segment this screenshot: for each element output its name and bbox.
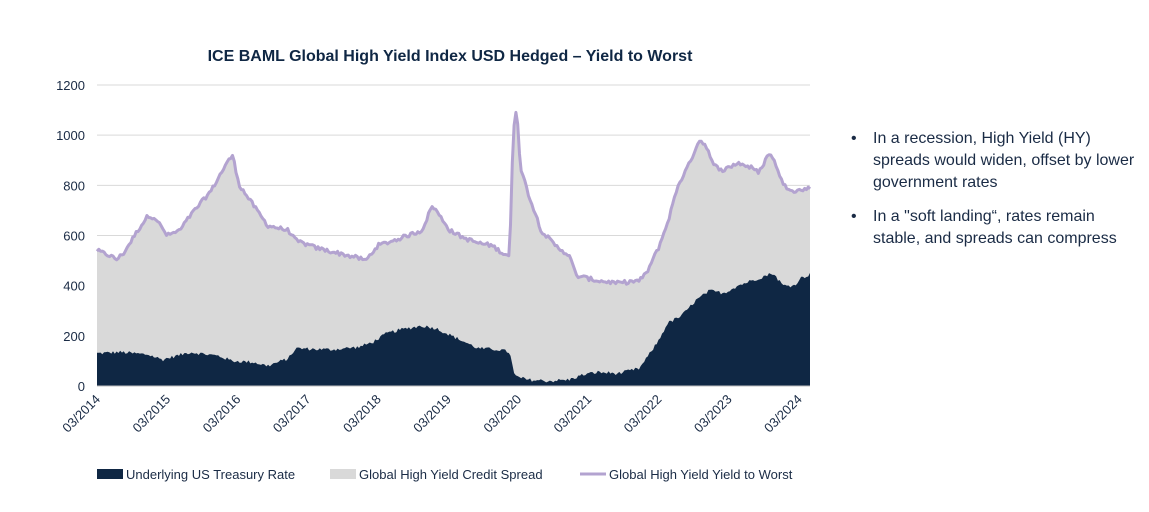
- y-tick-label: 200: [63, 329, 85, 344]
- x-tick-label: 03/2021: [551, 392, 595, 436]
- x-tick-label: 03/2015: [129, 392, 173, 436]
- legend-label: Global High Yield Yield to Worst: [609, 467, 793, 482]
- x-axis: 03/2014 03/2015 03/2016 03/2017 03/2018 03/20…: [59, 392, 805, 436]
- x-tick-label: 03/2022: [621, 392, 665, 436]
- x-tick-label: 03/2024: [761, 392, 805, 436]
- chart-title: ICE BAML Global High Yield Index USD Hed…: [208, 48, 693, 65]
- plot-area: [95, 110, 812, 387]
- commentary-text: In a "soft landing“, rates remain stable…: [873, 208, 1117, 247]
- x-tick-label: 03/2014: [59, 392, 103, 436]
- legend-label: Global High Yield Credit Spread: [359, 467, 543, 482]
- y-tick-label: 1200: [56, 78, 85, 93]
- y-tick-label: 400: [63, 279, 85, 294]
- x-tick-label: 03/2019: [410, 392, 454, 436]
- commentary-item: • In a "soft landing“, rates remain stabl…: [851, 206, 1141, 250]
- commentary-item: • In a recession, High Yield (HY) spreads…: [851, 128, 1141, 194]
- x-tick-label: 03/2023: [691, 392, 735, 436]
- credit-spread-area: [97, 112, 810, 387]
- x-tick-label: 03/2017: [270, 392, 314, 436]
- treasury-rate-area: [97, 272, 810, 386]
- bullet-icon: •: [851, 130, 857, 147]
- x-tick-label: 03/2016: [200, 392, 244, 436]
- commentary-list: • In a recession, High Yield (HY) spreads…: [851, 128, 1141, 262]
- x-tick-label: 03/2020: [480, 392, 524, 436]
- y-tick-label: 1000: [56, 128, 85, 143]
- legend-label: Underlying US Treasury Rate: [126, 467, 295, 482]
- legend-swatch: [330, 469, 356, 479]
- legend: Underlying US Treasury Rate Global High Y…: [97, 467, 793, 482]
- y-tick-label: 800: [63, 178, 85, 193]
- legend-swatch: [97, 469, 123, 479]
- x-tick-label: 03/2018: [340, 392, 384, 436]
- bullet-icon: •: [851, 208, 857, 225]
- commentary-text: In a recession, High Yield (HY) spreads …: [873, 130, 1135, 191]
- y-tick-label: 0: [78, 379, 85, 394]
- y-tick-label: 600: [63, 229, 85, 244]
- yield-to-worst-line: [95, 110, 812, 286]
- y-axis: 0 200 400 600 800 1000 1200: [56, 78, 85, 394]
